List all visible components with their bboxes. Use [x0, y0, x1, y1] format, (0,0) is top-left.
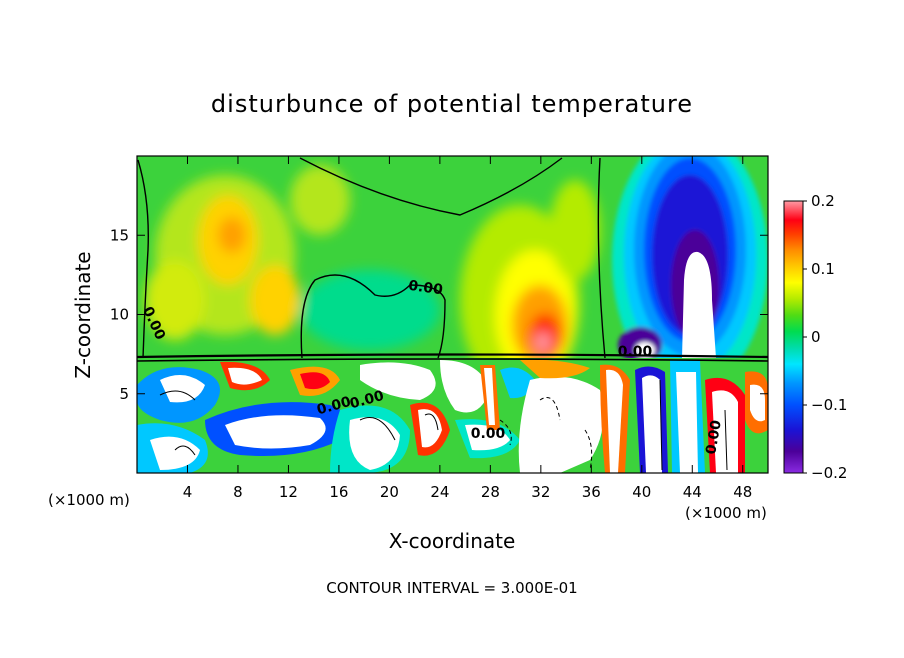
colorbar-tick-label: 0 [811, 328, 821, 346]
y-tick-label: 5 [119, 385, 129, 403]
contour-label: 0.00 [407, 278, 444, 299]
x-tick-label: 40 [632, 483, 651, 501]
colorbar-tick-label: −0.2 [811, 464, 847, 482]
colorbar-tick-label: −0.1 [811, 396, 847, 414]
y-axis-label: Z-coordinate [71, 251, 95, 378]
x-tick-label: 32 [531, 483, 550, 501]
colorbar-gradient [784, 201, 803, 473]
contour-field [137, 156, 768, 473]
contour-label: 0.00 [618, 344, 653, 360]
x-tick-label: 4 [183, 483, 193, 501]
contour-label: 0.00 [703, 419, 725, 456]
contour-interval-note: CONTOUR INTERVAL = 3.000E-01 [326, 579, 577, 597]
contour-lines [137, 157, 768, 471]
y-tick-label: 10 [110, 306, 129, 324]
x-tick-label: 20 [380, 483, 399, 501]
contour-label: 0.00 [471, 426, 506, 442]
x-tick-label: 12 [279, 483, 298, 501]
colorbar-tick-label: 0.1 [811, 260, 835, 278]
colorbar-tick-label: 0.2 [811, 192, 835, 210]
x-tick-label: 24 [430, 483, 449, 501]
x-axis-label: X-coordinate [389, 529, 516, 553]
y-tick-label: 15 [110, 226, 129, 244]
lower-field [137, 358, 768, 473]
x-tick-label: 44 [683, 483, 702, 501]
x-tick-label: 16 [329, 483, 348, 501]
x-tick-label: 36 [582, 483, 601, 501]
chart-title: disturbunce of potential temperature [211, 90, 693, 118]
x-tick-label: 8 [233, 483, 243, 501]
x-unit-right: (×1000 m) [685, 504, 767, 522]
x-unit-left: (×1000 m) [48, 491, 130, 509]
colorbar: 0.2 0.1 0 −0.1 −0.2 [783, 192, 847, 482]
x-tick-label: 48 [733, 483, 752, 501]
x-tick-label: 28 [481, 483, 500, 501]
